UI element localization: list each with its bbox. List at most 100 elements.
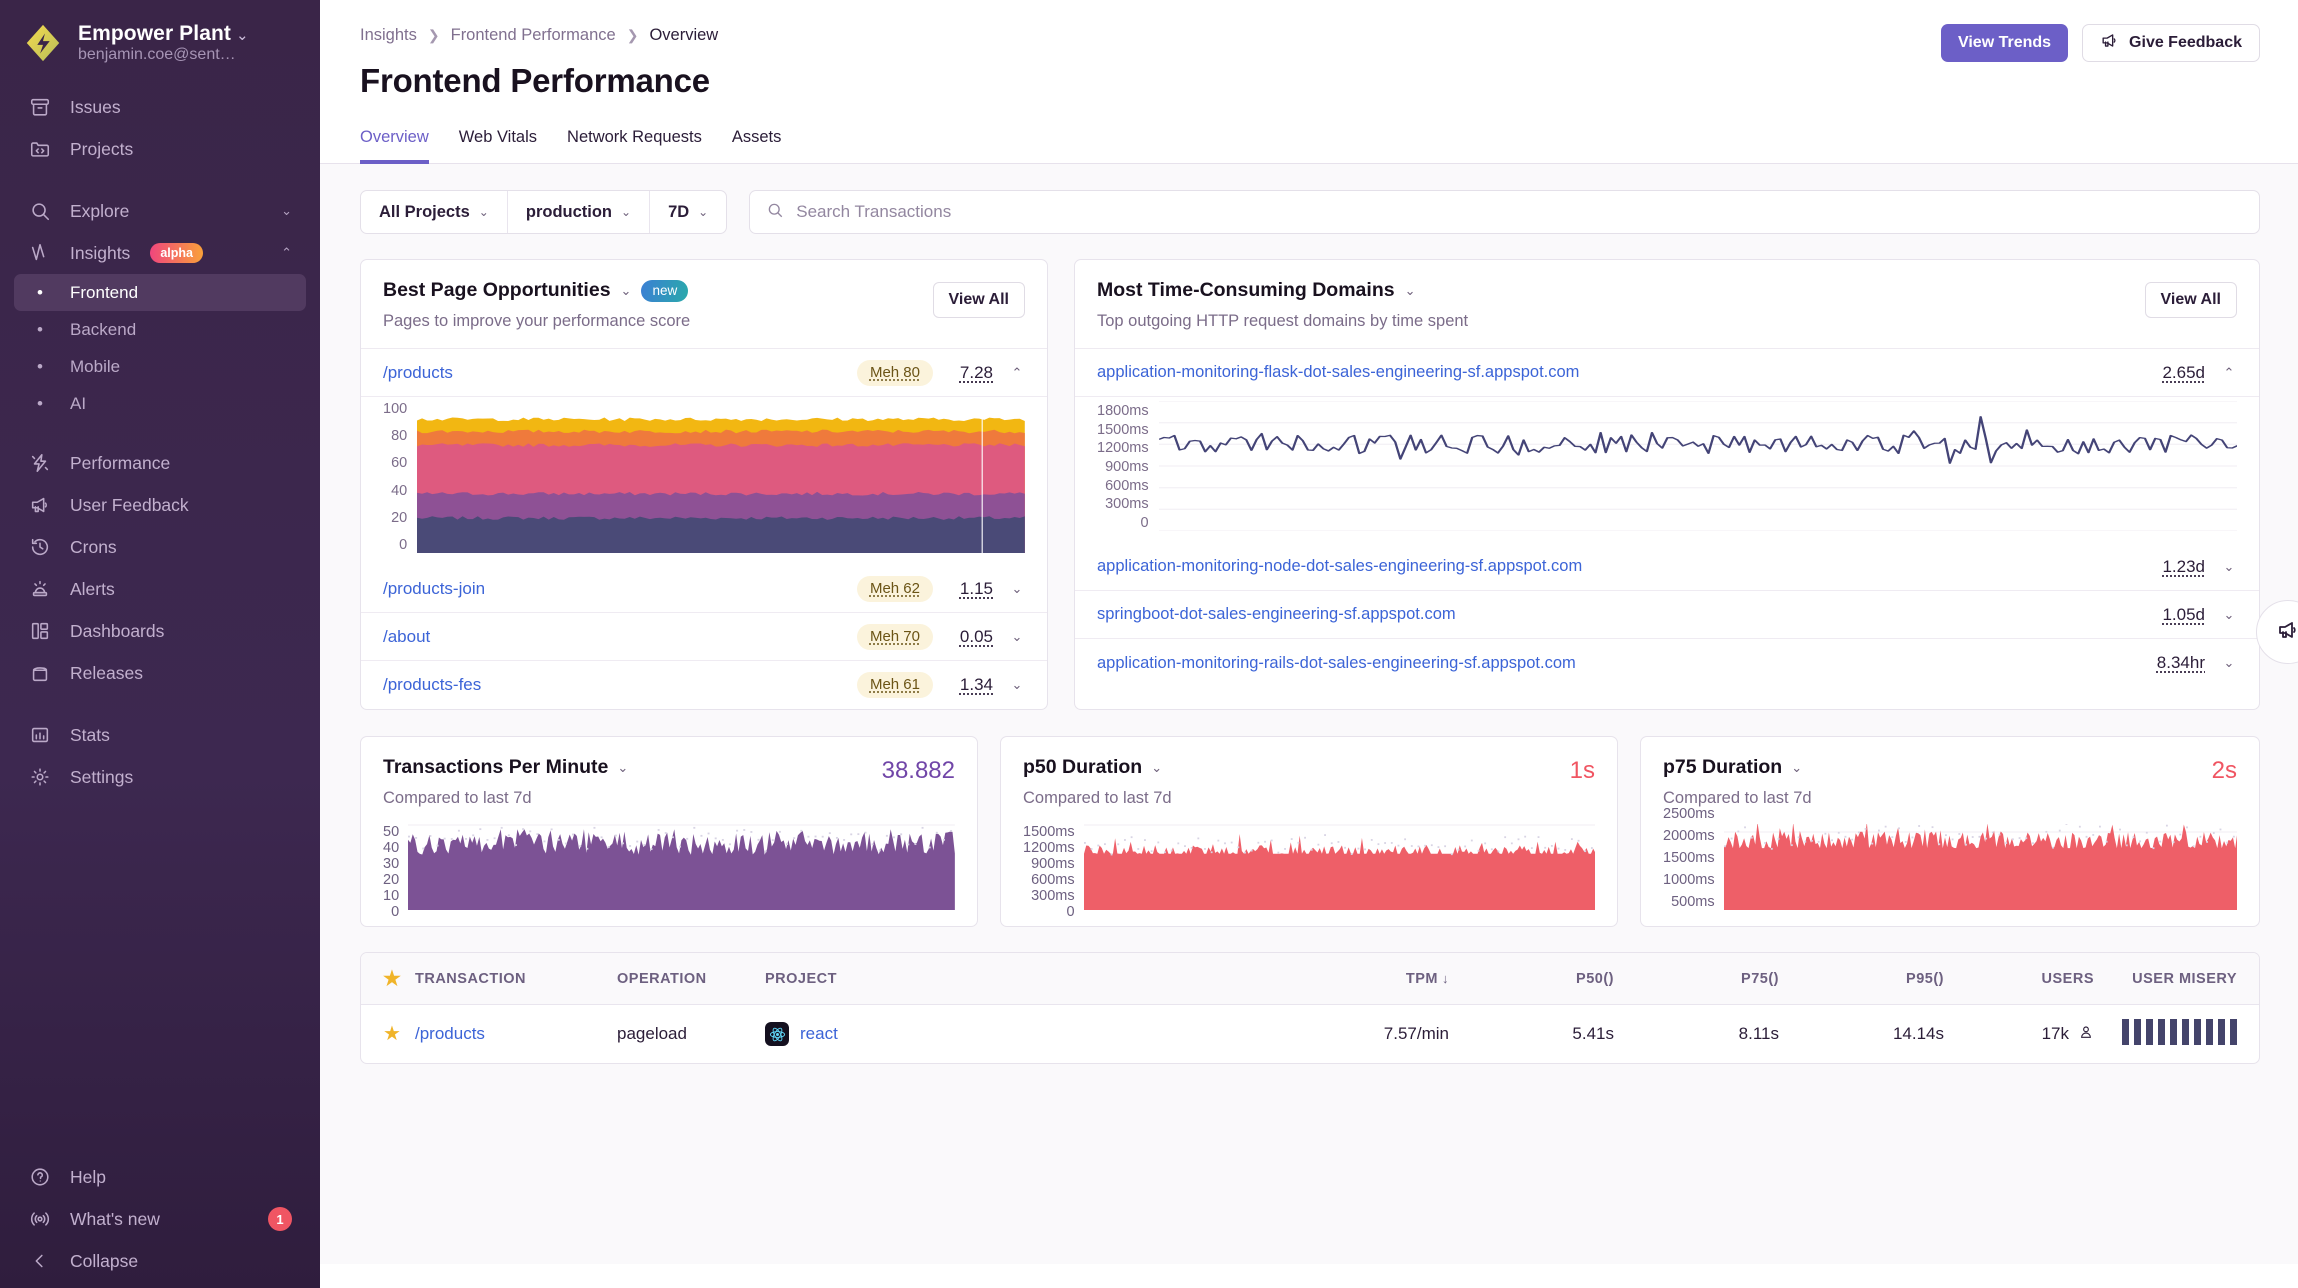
chevron-up-icon[interactable]: ⌃	[281, 245, 292, 260]
sidebar-item-performance[interactable]: Performance	[14, 442, 306, 484]
chevron-up-icon[interactable]: ⌃	[2223, 364, 2235, 380]
sidebar-item-help[interactable]: Help	[14, 1156, 306, 1198]
opportunity-page-link[interactable]: /products-fes	[383, 675, 482, 694]
opportunity-row[interactable]: /products-fes Meh 61 1.34 ⌄	[361, 661, 1047, 709]
give-feedback-button[interactable]: Give Feedback	[2082, 24, 2260, 62]
table-row[interactable]: ★ /products pageload react	[361, 1005, 2259, 1063]
domain-row[interactable]: springboot-dot-sales-engineering-sf.apps…	[1075, 591, 2259, 639]
opportunity-value: 1.15	[959, 578, 993, 598]
sidebar-item-projects[interactable]: Projects	[14, 128, 306, 170]
chevron-down-icon: ⌄	[698, 205, 709, 219]
sidebar-item-whats-new[interactable]: What's new 1	[14, 1198, 306, 1240]
column-header-user-misery[interactable]: USER MISERY	[2132, 970, 2237, 987]
sort-descending-icon: ↓	[1442, 970, 1449, 986]
column-header-project[interactable]: PROJECT	[765, 970, 837, 987]
chevron-down-icon[interactable]: ⌄	[1151, 759, 1163, 775]
sidebar-item-releases[interactable]: Releases	[14, 652, 306, 694]
column-header-operation[interactable]: OPERATION	[617, 970, 707, 987]
sidebar-item-ai[interactable]: • AI	[14, 385, 306, 422]
opportunity-row[interactable]: /products Meh 80 7.28 ⌃	[361, 349, 1047, 397]
chevron-down-icon[interactable]: ⌄	[1791, 759, 1803, 775]
column-header-transaction[interactable]: TRANSACTION	[415, 970, 527, 987]
view-all-button[interactable]: View All	[2144, 282, 2237, 318]
chevron-down-icon[interactable]: ⌄	[281, 203, 292, 218]
status-badge: Meh 62	[856, 575, 933, 602]
opportunity-row[interactable]: /about Meh 70 0.05 ⌄	[361, 613, 1047, 661]
domain-link[interactable]: application-monitoring-node-dot-sales-en…	[1097, 557, 1583, 575]
domain-row[interactable]: application-monitoring-node-dot-sales-en…	[1075, 543, 2259, 591]
column-header-p75[interactable]: P75()	[1741, 970, 1779, 987]
view-trends-button[interactable]: View Trends	[1940, 24, 2069, 62]
chevron-down-icon[interactable]: ⌄	[620, 282, 632, 298]
star-icon: ★	[383, 1022, 401, 1045]
opportunity-row[interactable]: /products-join Meh 62 1.15 ⌄	[361, 565, 1047, 613]
column-header-p95[interactable]: P95()	[1906, 970, 1944, 987]
star-icon: ★	[383, 967, 402, 990]
card-title-text: p50 Duration	[1023, 756, 1143, 778]
environment-filter[interactable]: production ⌄	[506, 191, 649, 233]
sidebar-item-settings[interactable]: Settings	[14, 756, 306, 798]
domain-link[interactable]: springboot-dot-sales-engineering-sf.apps…	[1097, 605, 1456, 623]
chevron-down-icon[interactable]: ⌄	[1011, 628, 1023, 644]
sidebar-item-user-feedback[interactable]: User Feedback	[14, 484, 306, 526]
nav-bottom: Help What's new 1 Collapse	[0, 1156, 320, 1288]
new-badge: new	[641, 279, 689, 302]
column-header-users[interactable]: USERS	[2041, 970, 2094, 987]
domain-link[interactable]: application-monitoring-rails-dot-sales-e…	[1097, 653, 1576, 672]
domain-row[interactable]: application-monitoring-rails-dot-sales-e…	[1075, 639, 2259, 687]
sidebar-item-stats[interactable]: Stats	[14, 714, 306, 756]
card-title-text: p75 Duration	[1663, 756, 1783, 778]
y-tick: 0	[399, 536, 408, 553]
project-link[interactable]: react	[800, 1024, 838, 1043]
view-all-button[interactable]: View All	[932, 282, 1025, 318]
project-filter[interactable]: All Projects ⌄	[361, 191, 507, 233]
column-header-tpm[interactable]: TPM ↓	[1299, 971, 1449, 987]
sidebar-item-insights[interactable]: Insights alpha ⌃	[14, 232, 306, 274]
column-header-p50[interactable]: P50()	[1576, 970, 1614, 987]
tab-web-vitals[interactable]: Web Vitals	[458, 128, 538, 146]
y-tick: 0	[391, 904, 400, 920]
domain-row[interactable]: application-monitoring-flask-dot-sales-e…	[1075, 349, 2259, 397]
breadcrumb-frontend-performance[interactable]: Frontend Performance	[450, 26, 616, 44]
status-badge: Meh 61	[856, 672, 933, 698]
tab-assets[interactable]: Assets	[731, 128, 782, 146]
transaction-link[interactable]: /products	[415, 1024, 485, 1043]
chevron-right-icon: ❯	[427, 27, 440, 43]
chevron-down-icon[interactable]: ⌄	[1404, 282, 1416, 298]
sidebar-item-crons[interactable]: Crons	[14, 526, 306, 568]
chevron-down-icon: ⌄	[236, 27, 249, 44]
sidebar-item-dashboards[interactable]: Dashboards	[14, 610, 306, 652]
opportunity-page-link[interactable]: /products	[383, 362, 453, 382]
chevron-down-icon[interactable]: ⌄	[2223, 655, 2235, 670]
chevron-down-icon[interactable]: ⌄	[1011, 677, 1023, 692]
row-star-toggle[interactable]: ★	[361, 1024, 415, 1045]
sidebar-item-frontend[interactable]: • Frontend	[14, 274, 306, 311]
most-time-consuming-domains-card: Most Time-Consuming Domains ⌄ Top outgoi…	[1074, 259, 2260, 710]
search-transactions-box[interactable]	[749, 190, 2260, 234]
date-range-filter[interactable]: 7D ⌄	[649, 191, 726, 233]
y-tick: 0	[1066, 904, 1075, 920]
sidebar-item-explore[interactable]: Explore ⌄	[14, 190, 306, 232]
sidebar-item-backend[interactable]: • Backend	[14, 311, 306, 348]
sidebar-item-collapse[interactable]: Collapse	[14, 1240, 306, 1282]
sidebar-item-mobile[interactable]: • Mobile	[14, 348, 306, 385]
sidebar-item-alerts[interactable]: Alerts	[14, 568, 306, 610]
breadcrumb-insights[interactable]: Insights	[360, 26, 417, 44]
chevron-down-icon[interactable]: ⌄	[2223, 558, 2235, 574]
search-input[interactable]	[796, 202, 2243, 222]
chevron-down-icon[interactable]: ⌄	[2223, 606, 2235, 622]
cell-p50: 5.41s	[1572, 1024, 1614, 1043]
opportunity-page-link[interactable]: /products-join	[383, 578, 486, 598]
org-dropdown[interactable]: Empower Plant ⌄ benjamin.coe@sent…	[0, 14, 320, 80]
chevron-up-icon[interactable]: ⌃	[1011, 364, 1023, 380]
cell-transaction: /products	[415, 1024, 617, 1044]
opportunity-page-link[interactable]: /about	[383, 626, 431, 646]
tab-network-requests[interactable]: Network Requests	[567, 128, 702, 146]
sidebar-item-issues[interactable]: Issues	[14, 86, 306, 128]
chevron-down-icon[interactable]: ⌄	[1011, 580, 1023, 596]
chevron-down-icon[interactable]: ⌄	[617, 759, 629, 775]
megaphone-icon	[2276, 618, 2298, 646]
y-tick: 20	[391, 509, 408, 526]
tab-overview[interactable]: Overview	[360, 128, 429, 164]
domain-link[interactable]: application-monitoring-flask-dot-sales-e…	[1097, 363, 1580, 381]
